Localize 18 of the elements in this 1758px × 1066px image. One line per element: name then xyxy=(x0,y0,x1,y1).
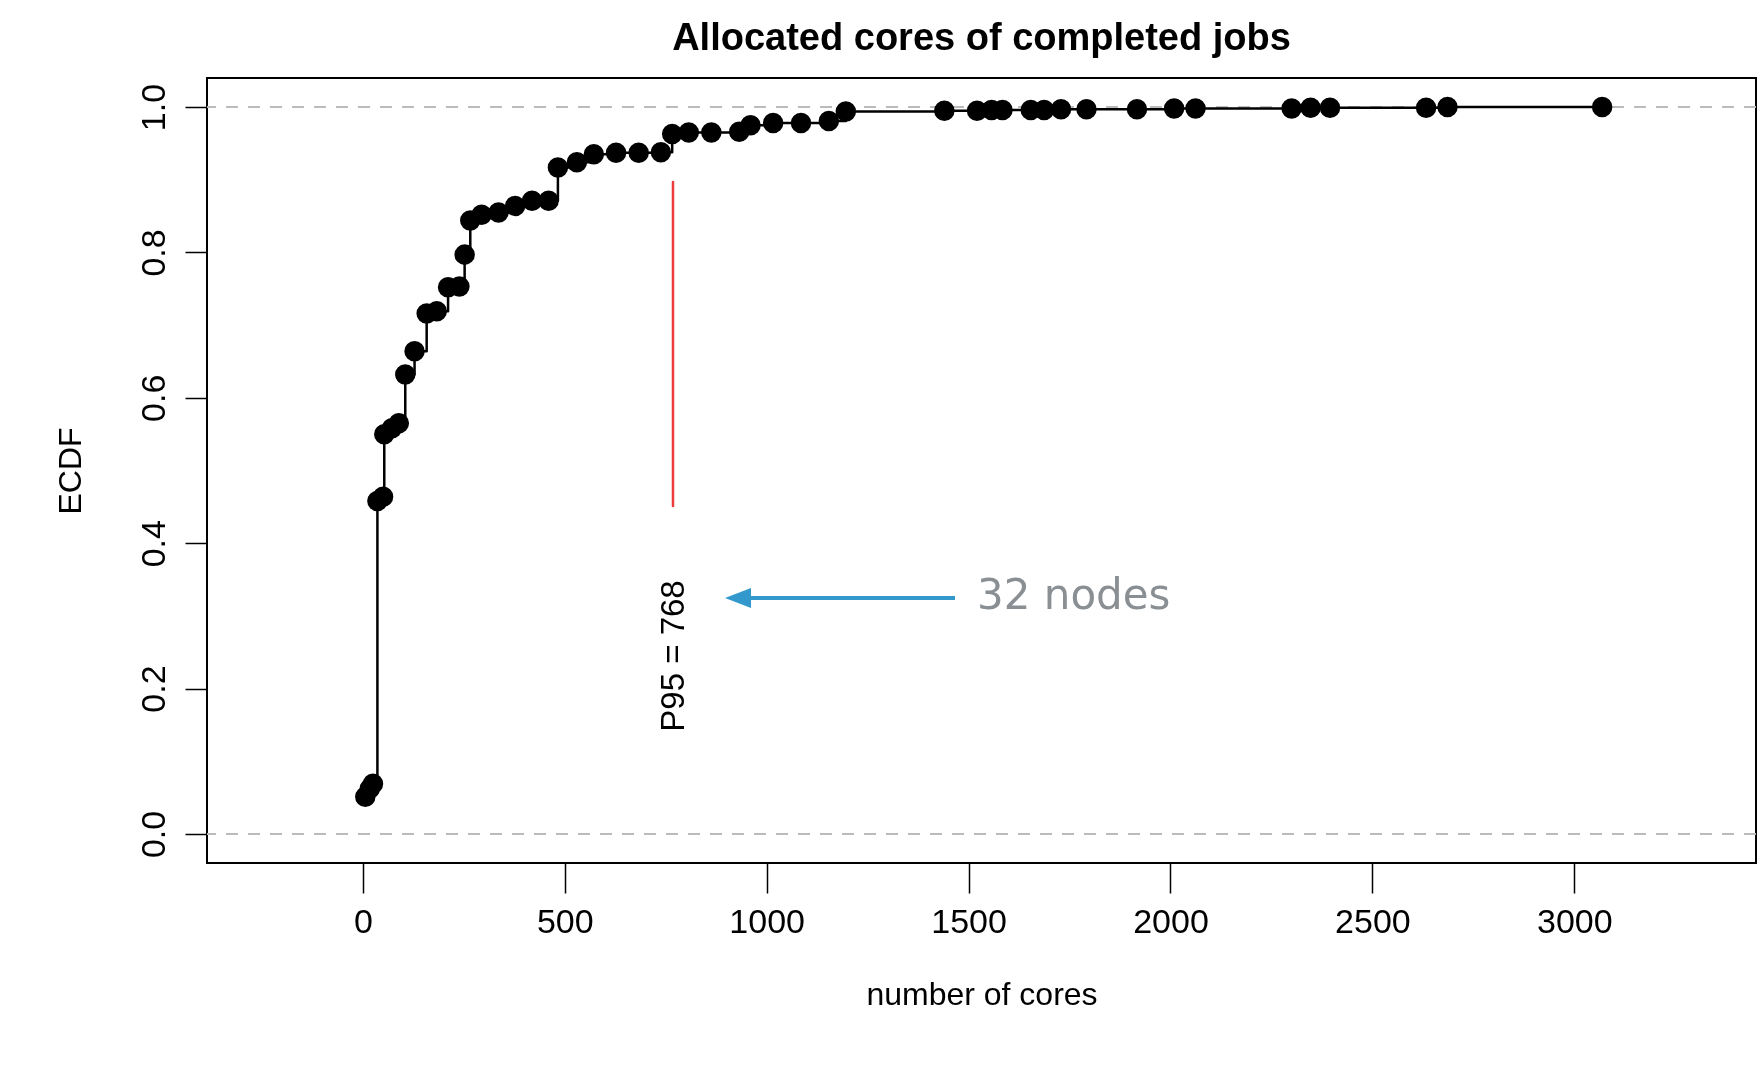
annotation: 32 nodes xyxy=(976,570,1171,620)
y-tick-label: 0.8 xyxy=(133,229,172,277)
y-tick-label: 1.0 xyxy=(133,83,172,132)
chart-title: Allocated cores of completed jobs xyxy=(672,16,1291,58)
x-tick-label: 3000 xyxy=(1536,901,1613,940)
y-axis-title: ECDF xyxy=(51,427,88,515)
x-tick-label: 2500 xyxy=(1335,901,1411,940)
y-tick-label: 0.4 xyxy=(133,520,172,568)
x-tick-label: 2000 xyxy=(1133,901,1209,940)
x-tick-label: 1500 xyxy=(931,901,1007,940)
y-tick-label: 0.0 xyxy=(133,810,172,859)
x-tick-label: 0 xyxy=(353,901,373,940)
y-tick-label: 0.2 xyxy=(133,665,172,713)
annotation: P95 = 768 xyxy=(653,580,692,732)
x-axis-title: number of cores xyxy=(866,975,1098,1012)
x-tick-label: 500 xyxy=(536,901,594,940)
x-tick-label: 1000 xyxy=(729,901,805,940)
y-tick-label: 0.6 xyxy=(133,374,172,422)
